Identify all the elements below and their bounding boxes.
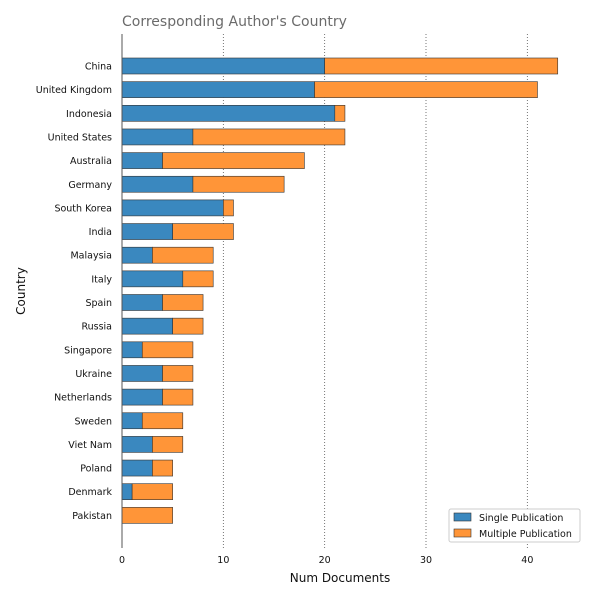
- y-tick-label-united-kingdom: United Kingdom: [36, 85, 112, 96]
- bar-south-korea-multiple-publication: [223, 199, 234, 217]
- bar-ukraine-single-publication: [121, 365, 163, 382]
- bar-sweden-single-publication: [121, 412, 143, 430]
- legend-label-single-publication: Single Publication: [479, 513, 563, 524]
- bar-australia-multiple-publication: [162, 152, 305, 169]
- y-tick-label-pakistan: Pakistan: [72, 511, 112, 522]
- y-tick-label-china: China: [85, 62, 112, 73]
- y-tick-label-denmark: Denmark: [68, 487, 112, 498]
- x-tick-label-40: 40: [521, 555, 533, 566]
- bar-australia-single-publication: [121, 152, 163, 169]
- bar-china-multiple-publication: [324, 57, 559, 75]
- x-axis-label: Num Documents: [290, 571, 391, 585]
- y-tick-label-russia: Russia: [81, 322, 112, 333]
- bar-singapore-multiple-publication: [141, 341, 194, 359]
- y-tick-label-australia: Australia: [70, 156, 112, 167]
- x-tick-label-10: 10: [217, 555, 229, 566]
- bar-viet-nam-single-publication: [121, 436, 153, 453]
- bar-poland-single-publication: [121, 459, 153, 477]
- bar-germany-multiple-publication: [192, 175, 285, 193]
- y-tick-label-germany: Germany: [68, 180, 112, 191]
- y-tick-label-united-states: United States: [48, 132, 112, 143]
- bar-viet-nam-multiple-publication: [152, 436, 184, 453]
- bar-singapore-single-publication: [121, 341, 143, 359]
- bar-sweden-multiple-publication: [141, 412, 184, 430]
- bar-germany-single-publication: [121, 175, 194, 193]
- x-tick-label-20: 20: [319, 555, 331, 566]
- bar-united-states-multiple-publication: [192, 128, 346, 146]
- y-tick-label-ukraine: Ukraine: [75, 369, 112, 380]
- bar-ukraine-multiple-publication: [162, 365, 194, 382]
- legend: Single Publication Multiple Publication: [448, 508, 581, 543]
- bar-south-korea-single-publication: [121, 199, 224, 217]
- bar-denmark-multiple-publication: [131, 483, 173, 501]
- bar-malaysia-multiple-publication: [152, 246, 214, 264]
- bar-united-kingdom-single-publication: [121, 81, 315, 98]
- bar-italy-single-publication: [121, 270, 184, 288]
- bar-pakistan-multiple-publication: [121, 507, 173, 524]
- bar-spain-single-publication: [121, 294, 163, 311]
- bar-italy-multiple-publication: [182, 270, 214, 288]
- y-tick-label-south-korea: South Korea: [54, 203, 112, 214]
- x-tick-label-0: 0: [119, 555, 125, 566]
- y-tick-label-viet-nam: Viet Nam: [68, 440, 112, 451]
- y-tick-label-malaysia: Malaysia: [70, 251, 112, 262]
- bars: [121, 57, 559, 524]
- x-tick-label-30: 30: [420, 555, 432, 566]
- bar-netherlands-multiple-publication: [162, 388, 194, 406]
- bar-malaysia-single-publication: [121, 246, 153, 264]
- y-tick-label-india: India: [89, 227, 112, 238]
- legend-swatch-single-publication: [453, 512, 472, 522]
- bar-indonesia-multiple-publication: [334, 105, 346, 122]
- y-tick-label-indonesia: Indonesia: [66, 109, 112, 120]
- y-axis-label: Country: [14, 267, 28, 315]
- bar-china-single-publication: [121, 57, 325, 75]
- bar-spain-multiple-publication: [162, 294, 204, 311]
- legend-swatch-multiple-publication: [453, 528, 472, 538]
- y-tick-label-netherlands: Netherlands: [54, 393, 112, 404]
- bar-netherlands-single-publication: [121, 388, 163, 406]
- legend-box: [448, 508, 581, 543]
- bar-united-kingdom-multiple-publication: [314, 81, 538, 98]
- y-tick-label-sweden: Sweden: [74, 416, 112, 427]
- bar-india-single-publication: [121, 223, 173, 240]
- bar-poland-multiple-publication: [152, 459, 173, 477]
- y-tick-label-singapore: Singapore: [64, 345, 112, 356]
- y-tick-label-italy: Italy: [91, 274, 112, 285]
- bar-indonesia-single-publication: [121, 105, 336, 122]
- legend-label-multiple-publication: Multiple Publication: [479, 529, 572, 540]
- bar-russia-single-publication: [121, 317, 173, 335]
- bar-denmark-single-publication: [121, 483, 133, 501]
- x-tick-labels: 0 10 20 30 40: [119, 555, 533, 566]
- y-tick-labels: China United Kingdom Indonesia United State…: [36, 62, 113, 522]
- y-tick-label-poland: Poland: [80, 464, 112, 475]
- y-tick-label-spain: Spain: [85, 298, 112, 309]
- bar-india-multiple-publication: [172, 223, 234, 240]
- chart-title: Corresponding Author's Country: [122, 14, 347, 30]
- bar-united-states-single-publication: [121, 128, 194, 146]
- bar-russia-multiple-publication: [172, 317, 204, 335]
